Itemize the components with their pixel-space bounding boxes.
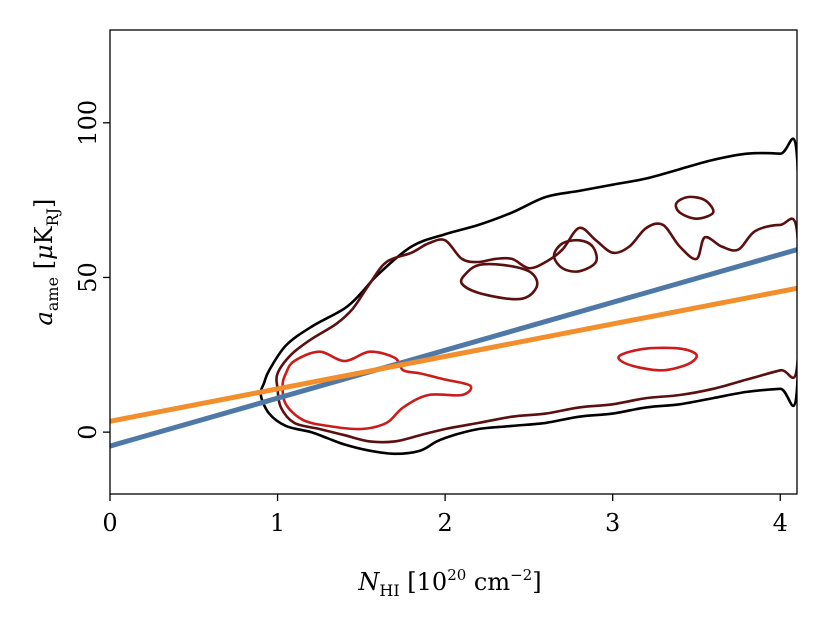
contour-middle-1 [275, 217, 797, 444]
x-tick-label: 4 [773, 509, 788, 537]
fit-line-2 [110, 285, 797, 424]
contour-middle-2 [459, 262, 539, 301]
contour-middle-4 [674, 195, 715, 220]
plot-frame [109, 29, 798, 495]
fit-line-1 [110, 247, 797, 449]
x-axis: 0 1 2 3 4 [102, 494, 788, 537]
x-axis-label: NHI [1020 cm−2] [357, 566, 541, 600]
x-tick-label: 3 [605, 509, 620, 537]
y-tick-label: 100 [74, 100, 102, 146]
y-axis: 0 50 100 [74, 100, 110, 440]
contour-inner-6 [617, 346, 699, 372]
y-tick-label: 50 [74, 262, 102, 293]
contour-inner-5 [281, 350, 473, 431]
contour-layer [259, 137, 797, 456]
contour-outer-0 [259, 137, 797, 456]
x-tick-label: 1 [270, 509, 285, 537]
x-tick-label: 2 [437, 509, 452, 537]
x-tick-label: 0 [102, 509, 117, 537]
y-axis-label: aame [μKRJ] [30, 199, 62, 326]
y-tick-label: 0 [74, 424, 102, 439]
fit-lines-layer [110, 247, 797, 449]
contour-middle-3 [552, 238, 599, 273]
